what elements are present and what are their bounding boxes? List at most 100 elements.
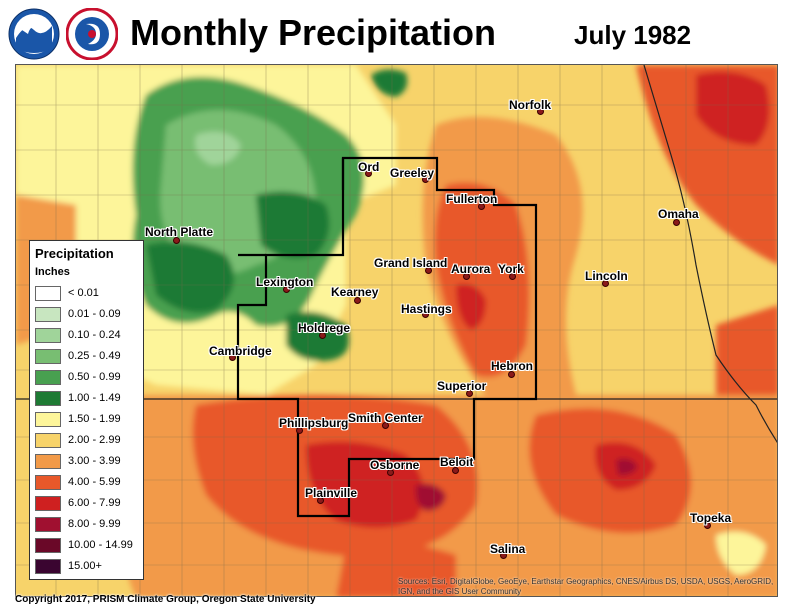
city-label-omaha: Omaha	[658, 207, 699, 221]
precip-fill-zones	[16, 65, 777, 596]
nws-logo	[66, 8, 118, 60]
legend-title: Precipitation	[35, 246, 114, 261]
city-label-lexington: Lexington	[256, 275, 314, 289]
city-label-lincoln: Lincoln	[585, 269, 628, 283]
legend-item: 2.00 - 2.99	[35, 432, 141, 450]
city-marker-north-platte	[173, 237, 180, 244]
city-label-norfolk: Norfolk	[509, 98, 551, 112]
legend-item: 0.10 - 0.24	[35, 327, 141, 345]
city-label-salina: Salina	[490, 542, 526, 556]
city-marker-norfolk	[537, 108, 544, 115]
legend-label: 15.00+	[68, 560, 102, 572]
city-marker-grand-island	[425, 267, 432, 274]
attribution-text: Sources: Esri, DigitalGlobe, GeoEye, Ear…	[398, 577, 774, 596]
precipitation-map-canvas	[16, 65, 777, 596]
legend-swatch	[35, 433, 61, 448]
legend-label: 6.00 - 7.99	[68, 497, 121, 509]
legend-item: 3.00 - 3.99	[35, 453, 141, 471]
legend-swatch	[35, 517, 61, 532]
city-label-fullerton: Fullerton	[446, 192, 498, 206]
date-label: July 1982	[574, 20, 692, 50]
legend-label: 1.50 - 1.99	[68, 413, 121, 425]
legend-swatch	[35, 475, 61, 490]
city-marker-omaha	[673, 219, 680, 226]
city-label-hebron: Hebron	[491, 359, 533, 373]
region-outline	[236, 156, 538, 518]
legend-label: 10.00 - 14.99	[68, 539, 133, 551]
legend-label: 2.00 - 2.99	[68, 434, 121, 446]
city-label-phillipsburg: Phillipsburg	[279, 416, 349, 430]
legend-swatch	[35, 412, 61, 427]
legend-item: 1.00 - 1.49	[35, 390, 141, 408]
city-marker-superior	[466, 390, 473, 397]
city-marker-smith-center	[382, 422, 389, 429]
city-label-ord: Ord	[358, 160, 380, 174]
legend-swatch	[35, 391, 61, 406]
legend-swatch	[35, 370, 61, 385]
city-marker-plainville	[317, 497, 324, 504]
legend-swatch	[35, 349, 61, 364]
city-marker-holdrege	[319, 332, 326, 339]
city-marker-hebron	[508, 371, 515, 378]
legend-swatch	[35, 496, 61, 511]
city-label-aurora: Aurora	[451, 262, 491, 276]
city-marker-beloit	[452, 467, 459, 474]
city-label-smith-center: Smith Center	[348, 411, 423, 425]
copyright-text: Copyright 2017, PRISM Climate Group, Ore…	[15, 594, 316, 605]
legend-swatch	[35, 454, 61, 469]
legend-item: 0.01 - 0.09	[35, 306, 141, 324]
city-marker-phillipsburg	[296, 427, 303, 434]
city-label-cambridge: Cambridge	[209, 344, 272, 358]
city-marker-topeka	[704, 522, 711, 529]
city-marker-ord	[365, 170, 372, 177]
city-label-north-platte: North Platte	[145, 225, 214, 239]
legend-label: 1.00 - 1.49	[68, 392, 121, 404]
legend-swatch	[35, 559, 61, 574]
legend-item: 0.25 - 0.49	[35, 348, 141, 366]
legend-item: 1.50 - 1.99	[35, 411, 141, 429]
city-label-superior: Superior	[437, 379, 487, 393]
city-label-plainville: Plainville	[305, 486, 358, 500]
noaa-logo	[8, 8, 60, 60]
legend-units: Inches	[35, 266, 70, 278]
legend-label: 0.10 - 0.24	[68, 329, 121, 341]
city-marker-osborne	[387, 469, 394, 476]
legend-label: 8.00 - 9.99	[68, 518, 121, 530]
legend-item: < 0.01	[35, 285, 141, 303]
legend-label: 0.25 - 0.49	[68, 350, 121, 362]
city-marker-greeley	[422, 176, 429, 183]
legend-item: 8.00 - 9.99	[35, 516, 141, 534]
city-label-hastings: Hastings	[401, 302, 452, 316]
city-marker-aurora	[463, 273, 470, 280]
city-marker-lincoln	[602, 280, 609, 287]
legend-item: 4.00 - 5.99	[35, 474, 141, 492]
legend-swatch	[35, 307, 61, 322]
legend-label: 0.50 - 0.99	[68, 371, 121, 383]
legend-item: 10.00 - 14.99	[35, 537, 141, 555]
city-label-topeka: Topeka	[690, 511, 732, 525]
legend-swatch	[35, 286, 61, 301]
city-label-holdrege: Holdrege	[298, 321, 351, 335]
page-title: Monthly Precipitation	[130, 12, 497, 53]
legend-label: 0.01 - 0.09	[68, 308, 121, 320]
city-label-osborne: Osborne	[370, 458, 420, 472]
city-marker-lexington	[283, 286, 290, 293]
legend-label: 3.00 - 3.99	[68, 455, 121, 467]
city-marker-cambridge	[229, 354, 236, 361]
legend-item: 6.00 - 7.99	[35, 495, 141, 513]
city-label-beloit: Beloit	[440, 455, 474, 469]
legend-label: 4.00 - 5.99	[68, 476, 121, 488]
legend-swatch	[35, 538, 61, 553]
city-marker-hastings	[422, 311, 429, 318]
city-marker-york	[509, 273, 516, 280]
city-label-kearney: Kearney	[331, 285, 379, 299]
city-label-greeley: Greeley	[390, 166, 435, 180]
legend-swatch	[35, 328, 61, 343]
city-marker-salina	[500, 552, 507, 559]
header: Monthly Precipitation July 1982	[0, 0, 792, 64]
city-label-york: York	[498, 262, 524, 276]
city-label-grand-island: Grand Island	[374, 256, 448, 270]
legend-item: 15.00+	[35, 558, 141, 576]
legend-item: 0.50 - 0.99	[35, 369, 141, 387]
legend-label: < 0.01	[68, 287, 99, 299]
